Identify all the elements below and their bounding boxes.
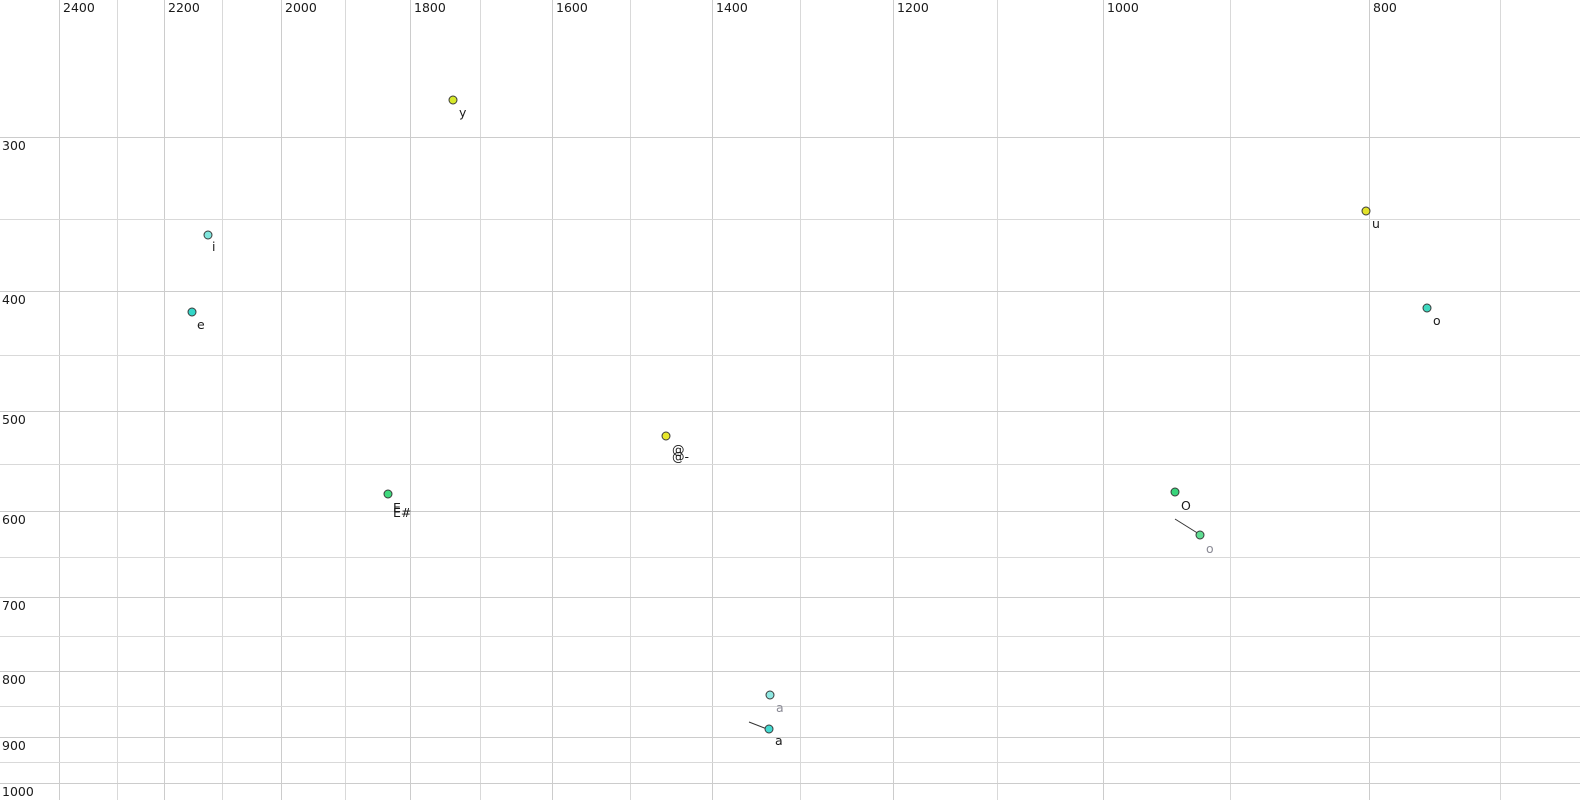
data-point[interactable] (661, 431, 671, 441)
y-axis-tick-label: 600 (2, 512, 26, 527)
data-point-label: e (197, 317, 205, 332)
x-axis-tick-label: 1200 (897, 0, 929, 15)
x-gridline-minor (345, 0, 346, 800)
data-point[interactable] (1361, 206, 1371, 216)
data-point-label: O (1181, 498, 1191, 513)
x-gridline-minor (800, 0, 801, 800)
x-gridline-minor (480, 0, 481, 800)
x-axis-tick-label: 2200 (168, 0, 200, 15)
data-point-label: y (459, 105, 467, 120)
x-axis-tick-label: 1800 (414, 0, 446, 15)
x-gridline-major (1103, 0, 1104, 800)
y-gridline-major (0, 511, 1580, 512)
data-point[interactable] (1195, 530, 1205, 540)
y-axis-tick-label: 500 (2, 412, 26, 427)
data-point[interactable] (187, 307, 197, 317)
y-gridline-minor (0, 355, 1580, 356)
data-point-label: E (393, 500, 401, 515)
y-gridline-major (0, 411, 1580, 412)
x-axis-tick-label: 1600 (556, 0, 588, 15)
data-point-label: o (1206, 541, 1214, 556)
x-gridline-minor (117, 0, 118, 800)
y-gridline-major (0, 783, 1580, 784)
x-gridline-major (164, 0, 165, 800)
x-gridline-major (410, 0, 411, 800)
y-axis-tick-label: 400 (2, 292, 26, 307)
y-gridline-minor (0, 464, 1580, 465)
y-gridline-major (0, 737, 1580, 738)
y-gridline-major (0, 671, 1580, 672)
x-gridline-major (712, 0, 713, 800)
y-axis-tick-label: 900 (2, 738, 26, 753)
y-axis-tick-label: 700 (2, 598, 26, 613)
x-gridline-major (1369, 0, 1370, 800)
label-leader-line (748, 721, 768, 730)
x-gridline-minor (630, 0, 631, 800)
data-point[interactable] (383, 489, 393, 499)
data-point-label: a (775, 733, 783, 748)
data-point[interactable] (448, 95, 458, 105)
x-axis-tick-label: 800 (1373, 0, 1397, 15)
x-gridline-major (281, 0, 282, 800)
y-gridline-major (0, 137, 1580, 138)
x-gridline-minor (997, 0, 998, 800)
data-point[interactable] (765, 690, 775, 700)
y-gridline-minor (0, 557, 1580, 558)
data-point-label: o (1433, 313, 1441, 328)
x-gridline-major (552, 0, 553, 800)
x-gridline-minor (1230, 0, 1231, 800)
data-point[interactable] (764, 724, 774, 734)
x-axis-tick-label: 1000 (1107, 0, 1139, 15)
y-axis-tick-label: 800 (2, 672, 26, 687)
data-point-label: E# (393, 505, 412, 520)
data-point[interactable] (1170, 487, 1180, 497)
y-gridline-minor (0, 219, 1580, 220)
y-gridline-minor (0, 706, 1580, 707)
data-point-label: @ (672, 442, 685, 457)
x-axis-tick-label: 2400 (63, 0, 95, 15)
data-point-label: u (1372, 216, 1380, 231)
label-leader-line (1174, 518, 1200, 535)
y-gridline-minor (0, 636, 1580, 637)
x-gridline-minor (1500, 0, 1501, 800)
y-axis-tick-label: 300 (2, 138, 26, 153)
data-point-label: i (212, 239, 216, 254)
y-gridline-major (0, 597, 1580, 598)
x-axis-tick-label: 1400 (716, 0, 748, 15)
y-gridline-major (0, 291, 1580, 292)
data-point[interactable] (203, 230, 213, 240)
data-point-label: @- (672, 449, 690, 464)
data-point-label: a (776, 700, 784, 715)
data-point[interactable] (1422, 303, 1432, 313)
x-gridline-minor (222, 0, 223, 800)
x-gridline-major (59, 0, 60, 800)
y-gridline-minor (0, 762, 1580, 763)
x-axis-tick-label: 2000 (285, 0, 317, 15)
x-gridline-major (893, 0, 894, 800)
y-axis-tick-label: 1000 (2, 784, 34, 799)
